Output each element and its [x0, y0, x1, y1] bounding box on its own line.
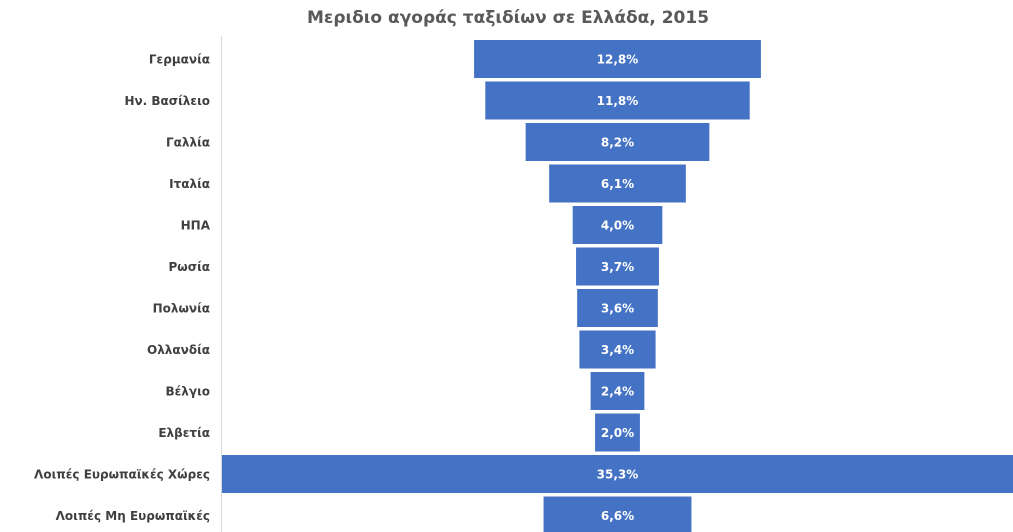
funnel-bar	[549, 164, 686, 203]
funnel-bar	[590, 372, 645, 410]
value-label: 3,6%	[601, 302, 634, 316]
category-label: ΗΠΑ	[181, 219, 211, 233]
value-label: 2,4%	[601, 385, 634, 399]
value-label: 6,6%	[601, 509, 634, 523]
category-label: Ην. Βασίλειο	[124, 94, 210, 108]
category-label: Βέλγιο	[165, 385, 210, 399]
funnel-bar	[525, 123, 710, 161]
chart-title: Μεριδιο αγοράς ταξιδίων σε Ελλάδα, 2015	[307, 8, 709, 28]
value-label: 35,3%	[597, 468, 639, 482]
category-label: Ελβετία	[158, 426, 210, 440]
funnel-bar	[579, 330, 656, 369]
funnel-bar	[222, 455, 1013, 493]
value-label: 8,2%	[601, 136, 634, 150]
category-label: Ολλανδία	[147, 343, 210, 357]
value-label: 11,8%	[597, 94, 639, 108]
funnel-bar	[572, 206, 663, 244]
value-label: 6,1%	[601, 177, 634, 191]
value-label: 3,4%	[601, 343, 634, 357]
funnel-bar	[595, 413, 640, 452]
funnel-bar	[576, 247, 659, 286]
category-label: Ιταλία	[169, 177, 210, 191]
value-label: 4,0%	[601, 219, 634, 233]
category-label: Λοιπές Ευρωπαϊκές Χώρες	[34, 468, 210, 482]
funnel-bar	[474, 40, 761, 78]
value-label: 12,8%	[597, 53, 639, 67]
funnel-bar	[543, 496, 692, 532]
category-label: Γαλλία	[166, 136, 210, 150]
category-label: Ρωσία	[169, 260, 211, 274]
funnel-bar	[485, 81, 750, 120]
value-label: 3,7%	[601, 260, 634, 274]
value-label: 2,0%	[601, 426, 634, 440]
category-label: Γερμανία	[149, 53, 210, 67]
funnel-bar	[577, 289, 658, 327]
category-label: Πολωνία	[153, 302, 210, 316]
category-label: Λοιπές Μη Ευρωπαϊκές	[56, 509, 210, 523]
